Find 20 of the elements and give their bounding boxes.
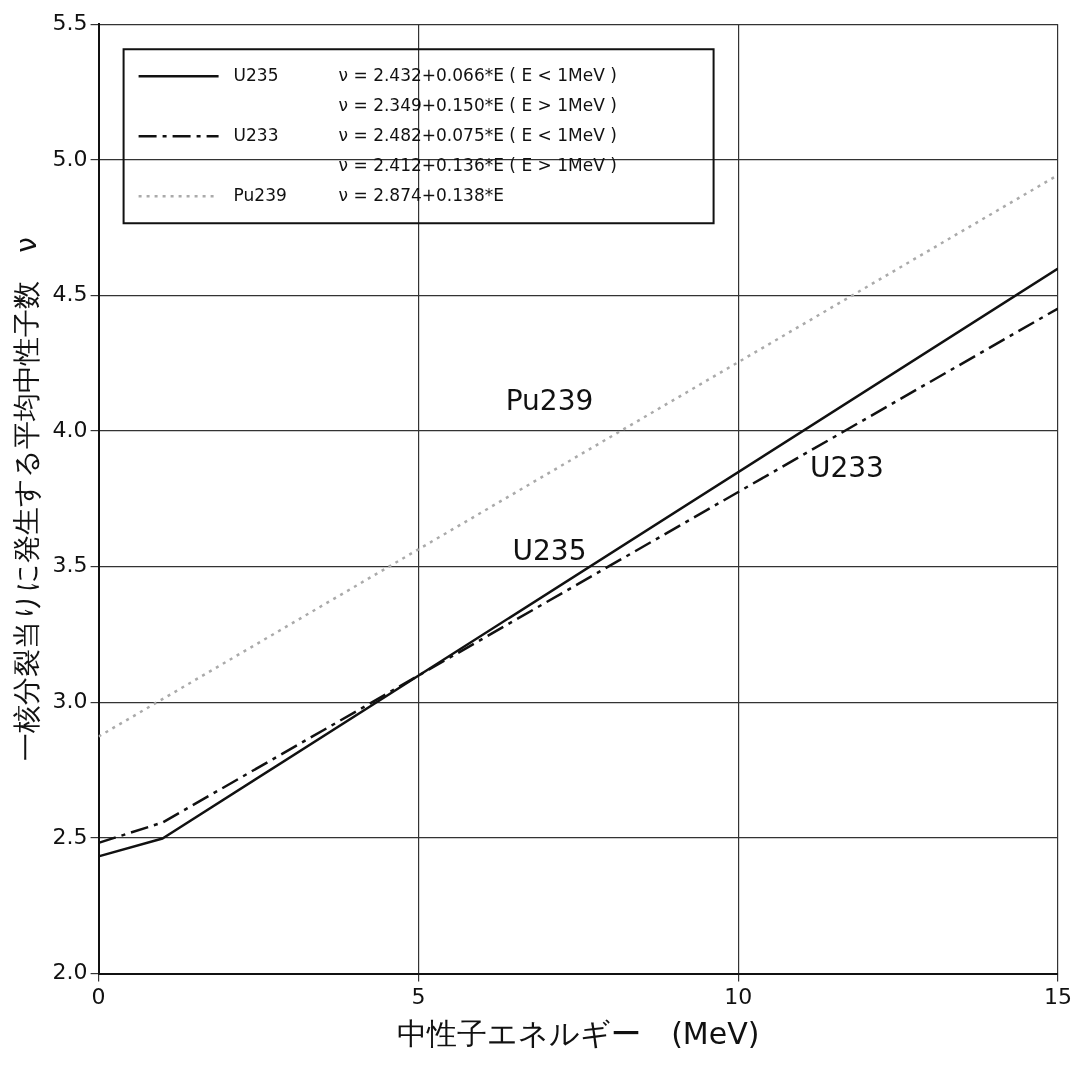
- y-tick-label: 5.5: [52, 9, 88, 35]
- y-tick-label: 3.5: [52, 552, 88, 578]
- y-tick-label: 3.0: [52, 688, 88, 714]
- x-tick-label: 10: [724, 983, 753, 1009]
- text: U235: [512, 533, 587, 567]
- x-tick-label: 15: [1044, 983, 1072, 1009]
- y-tick-label: 4.5: [52, 281, 88, 307]
- legend-label: U235: [233, 64, 279, 85]
- legend-label: Pu239: [233, 184, 287, 205]
- text: Pu239: [505, 383, 594, 417]
- y-tick-label: 2.0: [52, 959, 88, 985]
- y-axis-title: 一核分裂当りに発生する平均中性子数 ν: [10, 237, 44, 761]
- legend-label: U233: [233, 124, 279, 145]
- x-axis-title: 中性子エネルギー (MeV): [397, 1015, 760, 1051]
- y-tick-label: 4.0: [52, 416, 88, 442]
- y-tick-label: 2.5: [52, 823, 88, 849]
- x-tick-label: 5: [411, 983, 426, 1009]
- text: U233: [809, 450, 884, 484]
- y-tick-label: 5.0: [52, 145, 88, 171]
- x-tick-label: 0: [91, 983, 106, 1009]
